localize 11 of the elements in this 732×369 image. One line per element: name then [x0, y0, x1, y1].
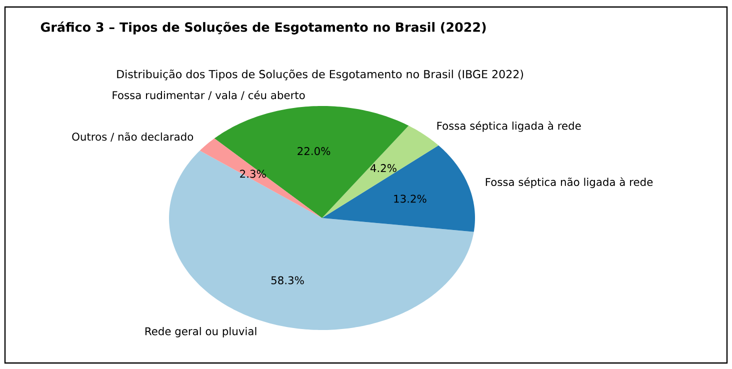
chart-subtitle: Distribuição dos Tipos de Soluções de Esgotamento no Brasil (IBGE 2022) — [117, 70, 524, 80]
slice-label: Fossa séptica ligada à rede — [437, 121, 581, 132]
data-label: 13.2% — [394, 194, 426, 203]
data-label: 58.3% — [271, 276, 304, 284]
data-label: 22.0% — [298, 147, 330, 156]
slice-label: Fossa séptica não ligada à rede — [486, 177, 653, 188]
data-label: 4.2% — [370, 164, 396, 172]
slice-label: Outros / não declarado — [72, 132, 194, 142]
chart-title: Gráfico 3 – Tipos de Soluções de Esgotamento no Brasil (2022) — [40, 22, 486, 34]
slice-label: Fossa rudimentar / vala / céu aberto — [112, 90, 305, 100]
slice-label: Rede geral ou pluvial — [145, 327, 256, 338]
